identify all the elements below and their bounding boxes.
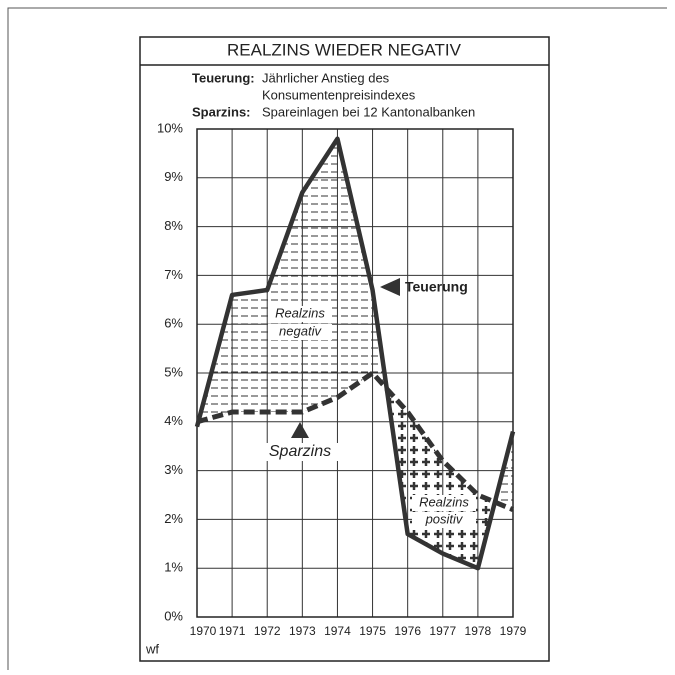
- label-bg: [262, 443, 338, 461]
- page-frame: [7, 7, 667, 670]
- label-bg: [412, 512, 476, 528]
- label-bg: [268, 324, 332, 340]
- chart-frame: [139, 36, 550, 662]
- x-tick-label: 1977: [429, 624, 456, 638]
- x-tick-label: 1976: [394, 624, 421, 638]
- y-tick-label: 2%: [164, 511, 183, 526]
- line: [196, 370, 514, 512]
- annotation: positiv: [425, 511, 464, 526]
- label-bg: [412, 495, 476, 511]
- positive-area: [197, 373, 513, 569]
- y-tick-label: 3%: [164, 462, 183, 477]
- x-tick-label: 1975: [359, 624, 386, 638]
- series-label: Teuerung: [405, 279, 468, 295]
- y-tick-label: 4%: [164, 413, 183, 428]
- y-tick-label: 8%: [164, 218, 183, 233]
- series-label: Sparzins: [269, 443, 331, 460]
- line: [194, 136, 516, 571]
- annotation: negativ: [279, 323, 322, 338]
- y-tick-label: 1%: [164, 560, 183, 575]
- y-tick-label: 9%: [164, 169, 183, 184]
- x-tick-label: 1971: [219, 624, 246, 638]
- note-text: Spareinlagen bei 12 Kantonalbanken: [262, 104, 475, 119]
- y-tick-label: 0%: [164, 608, 183, 623]
- annotation: Realzins: [275, 305, 325, 320]
- x-tick-label: 1979: [500, 624, 527, 638]
- arrow: [380, 278, 400, 296]
- y-tick-label: 6%: [164, 316, 183, 331]
- x-tick-label: 1972: [254, 624, 281, 638]
- note-term: Sparzins:: [192, 104, 251, 119]
- plot-frame: [196, 128, 514, 618]
- note-text: Jährlicher Anstieg des: [262, 70, 390, 85]
- arrow: [291, 422, 309, 438]
- y-tick-label: 10%: [157, 120, 183, 135]
- x-tick-label: 1973: [289, 624, 316, 638]
- x-tick-label: 1970: [190, 624, 217, 638]
- x-tick-label: 1978: [465, 624, 492, 638]
- note-text: Konsumentenpreisindexes: [262, 87, 416, 102]
- annotation: Realzins: [419, 494, 469, 509]
- label-bg: [268, 306, 332, 322]
- y-tick-label: 5%: [164, 364, 183, 379]
- chart-title: REALZINS WIEDER NEGATIV: [227, 40, 462, 59]
- y-tick-label: 7%: [164, 267, 183, 282]
- x-tick-label: 1974: [324, 624, 351, 638]
- note-term: Teuerung:: [192, 70, 255, 85]
- source: wf: [145, 641, 159, 656]
